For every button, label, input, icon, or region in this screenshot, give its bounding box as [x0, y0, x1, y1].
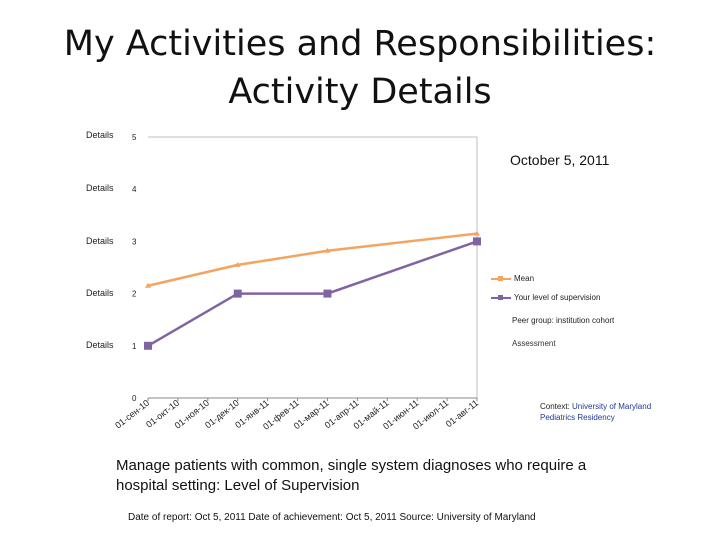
mean-point	[474, 230, 480, 236]
legend-supervision-label: Your level of supervision	[514, 293, 601, 302]
mean-point	[145, 282, 151, 288]
mean-point	[324, 247, 331, 253]
y-tick-label: 4	[132, 185, 137, 194]
details-label-3: Details	[86, 236, 114, 246]
supervision-point	[233, 289, 242, 298]
x-tick-label: 01-авг-11	[444, 398, 480, 430]
context-program: Pediatrics Residency	[540, 413, 615, 422]
report-date: October 5, 2011	[510, 152, 610, 168]
mean-series-line	[147, 232, 478, 287]
page-title: My Activities and Responsibilities: Acti…	[40, 20, 680, 116]
mean-point	[234, 261, 241, 267]
context-prefix: Context:	[540, 402, 573, 411]
competency-description: Manage patients with common, single syst…	[116, 457, 587, 494]
details-label-4: Details	[86, 183, 114, 193]
peer-group-label: Peer group: institution cohort	[512, 316, 615, 325]
supervision-series-line	[147, 240, 478, 347]
details-label-5: Details	[86, 130, 114, 140]
title-line-1: My Activities and Responsibilities:	[63, 24, 657, 64]
supervision-point	[323, 289, 332, 298]
y-tick-label: 0	[132, 394, 137, 403]
supervision-point	[144, 341, 152, 350]
context-block: Context: University of Maryland Pediatri…	[540, 401, 651, 423]
report-footer: Date of report: Oct 5, 2011 Date of achi…	[128, 512, 536, 523]
y-tick-label: 1	[132, 342, 137, 351]
y-tick-label: 5	[132, 133, 137, 142]
context-institution: University of Maryland	[572, 402, 652, 411]
assessment-label: Assessment	[512, 339, 556, 348]
title-line-2: Activity Details	[228, 72, 492, 112]
legend-mean-swatch	[491, 276, 511, 281]
y-tick-label: 2	[132, 290, 137, 299]
details-label-2: Details	[86, 288, 114, 298]
y-tick-label: 3	[132, 237, 137, 246]
legend-mean-label: Mean	[514, 274, 535, 283]
legend-supervision-swatch	[491, 295, 511, 300]
supervision-point	[473, 237, 481, 246]
details-label-1: Details	[86, 340, 114, 350]
